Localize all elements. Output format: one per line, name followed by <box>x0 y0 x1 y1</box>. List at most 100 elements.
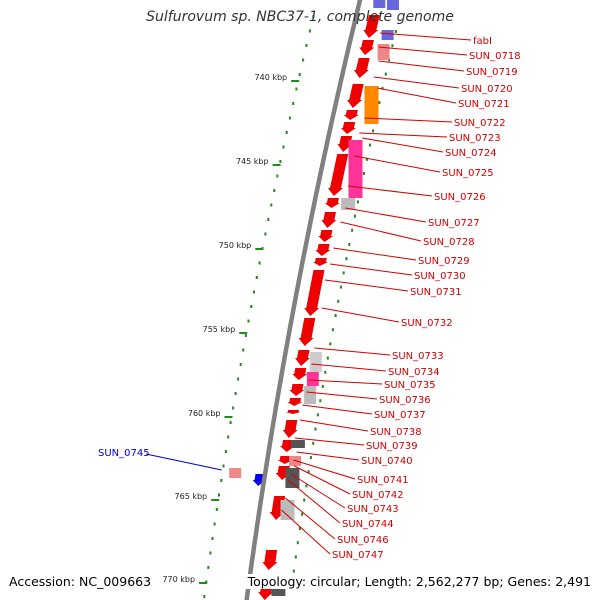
inner-dot <box>253 290 255 294</box>
inner-dot <box>298 73 301 76</box>
label-leader-line <box>364 117 453 123</box>
outer-dot <box>294 555 297 559</box>
outer-dot <box>351 228 354 232</box>
cds-arrow <box>318 230 334 242</box>
inner-dot <box>209 551 212 555</box>
inner-dot <box>267 218 270 221</box>
label-leader-line <box>284 497 336 540</box>
outer-dot <box>354 214 356 218</box>
cds-arrow <box>343 110 359 120</box>
label-leader-line <box>290 473 346 509</box>
gene-label: SUN_0732 <box>401 318 453 329</box>
gene-label: SUN_0720 <box>461 84 513 95</box>
feature-box-orange <box>364 86 379 124</box>
outer-dot <box>342 271 345 275</box>
outer-dot <box>326 356 329 360</box>
gene-label: SUN_0731 <box>410 287 462 298</box>
inner-dot <box>288 116 291 120</box>
label-leader-line <box>308 379 383 385</box>
label-leader-line <box>378 46 468 56</box>
inner-dot <box>213 522 216 526</box>
gene-label: SUN_0743 <box>347 504 399 515</box>
inner-dot <box>227 435 230 439</box>
label-leader-line <box>302 404 373 415</box>
gene-label: SUN_0735 <box>384 380 436 391</box>
cds-arrow <box>321 212 337 228</box>
feature-box-grey <box>341 198 356 210</box>
label-leader-line <box>293 459 356 480</box>
inner-dot <box>229 421 232 424</box>
label-leader-line <box>340 221 422 242</box>
gene-label: SUN_0742 <box>352 490 404 501</box>
outer-dot <box>372 129 375 133</box>
gene-label: SUN_0734 <box>388 367 440 378</box>
inner-dot <box>305 44 308 47</box>
inner-dot <box>285 131 288 134</box>
gene-label: SUN_0719 <box>466 67 518 78</box>
gene-label: SUN_0737 <box>374 410 426 421</box>
outer-dot <box>319 399 322 403</box>
outer-dot <box>296 541 299 545</box>
gene-label: SUN_0740 <box>361 456 413 467</box>
outer-dot <box>356 200 359 204</box>
label-leader-line <box>324 279 409 292</box>
gene-label: SUN_0746 <box>337 535 389 546</box>
inner-dot <box>276 174 279 178</box>
gene-features <box>229 0 399 600</box>
outer-dot <box>394 30 397 33</box>
outer-dot <box>298 527 301 530</box>
outer-dot <box>339 285 342 289</box>
outer-dot <box>303 498 306 502</box>
inner-dot <box>250 305 253 308</box>
kbp-tick-label: 765 kbp <box>175 492 208 501</box>
inner-dot <box>292 102 295 105</box>
gene-label: SUN_0745 <box>98 448 150 459</box>
label-leader-line <box>330 263 413 276</box>
feature-box-magenta <box>306 372 319 386</box>
outer-dot <box>391 44 394 48</box>
backbone-line <box>244 0 363 600</box>
kbp-tick-label: 760 kbp <box>188 409 221 418</box>
inner-dot <box>237 377 240 381</box>
inner-dot <box>211 537 214 540</box>
cds-arrow <box>359 40 375 55</box>
inner-dot <box>220 479 223 482</box>
outer-dot <box>307 470 310 474</box>
outer-dot <box>334 314 337 317</box>
outer-dot <box>309 456 312 459</box>
cds-arrow <box>304 270 325 316</box>
inner-dot <box>308 29 311 33</box>
outer-dot <box>321 385 324 388</box>
inner-dot <box>215 508 218 511</box>
feature-box-grey <box>304 386 317 404</box>
outer-dot <box>345 257 348 261</box>
kbp-tick-label: 740 kbp <box>255 73 288 82</box>
outer-dot <box>384 72 387 76</box>
outer-dot <box>337 299 340 303</box>
inner-dot <box>302 58 305 62</box>
cds-arrow <box>277 456 293 464</box>
cds-arrow <box>285 410 301 414</box>
label-leader-line <box>287 479 341 524</box>
outer-dot <box>329 342 332 346</box>
inner-dot <box>222 464 225 468</box>
gene-label: SUN_0729 <box>418 256 470 267</box>
cds-arrow <box>347 84 364 108</box>
label-leader-line <box>299 419 369 432</box>
label-leader-line <box>321 307 400 323</box>
cds-arrow <box>287 398 303 406</box>
inner-dot <box>203 595 206 598</box>
cds-arrow <box>289 384 305 396</box>
inner-dot <box>244 334 247 337</box>
label-leader-line <box>345 207 427 223</box>
feature-box-blue <box>381 30 394 40</box>
gene-label: SUN_0725 <box>442 168 494 179</box>
feature-box-dark <box>285 468 300 488</box>
cds-arrow <box>295 350 310 366</box>
feature-box-dark <box>290 440 305 448</box>
cds-arrow <box>315 244 331 256</box>
label-leader-line <box>281 509 331 555</box>
cds-arrow <box>328 154 349 196</box>
genome-backbone <box>244 0 363 600</box>
